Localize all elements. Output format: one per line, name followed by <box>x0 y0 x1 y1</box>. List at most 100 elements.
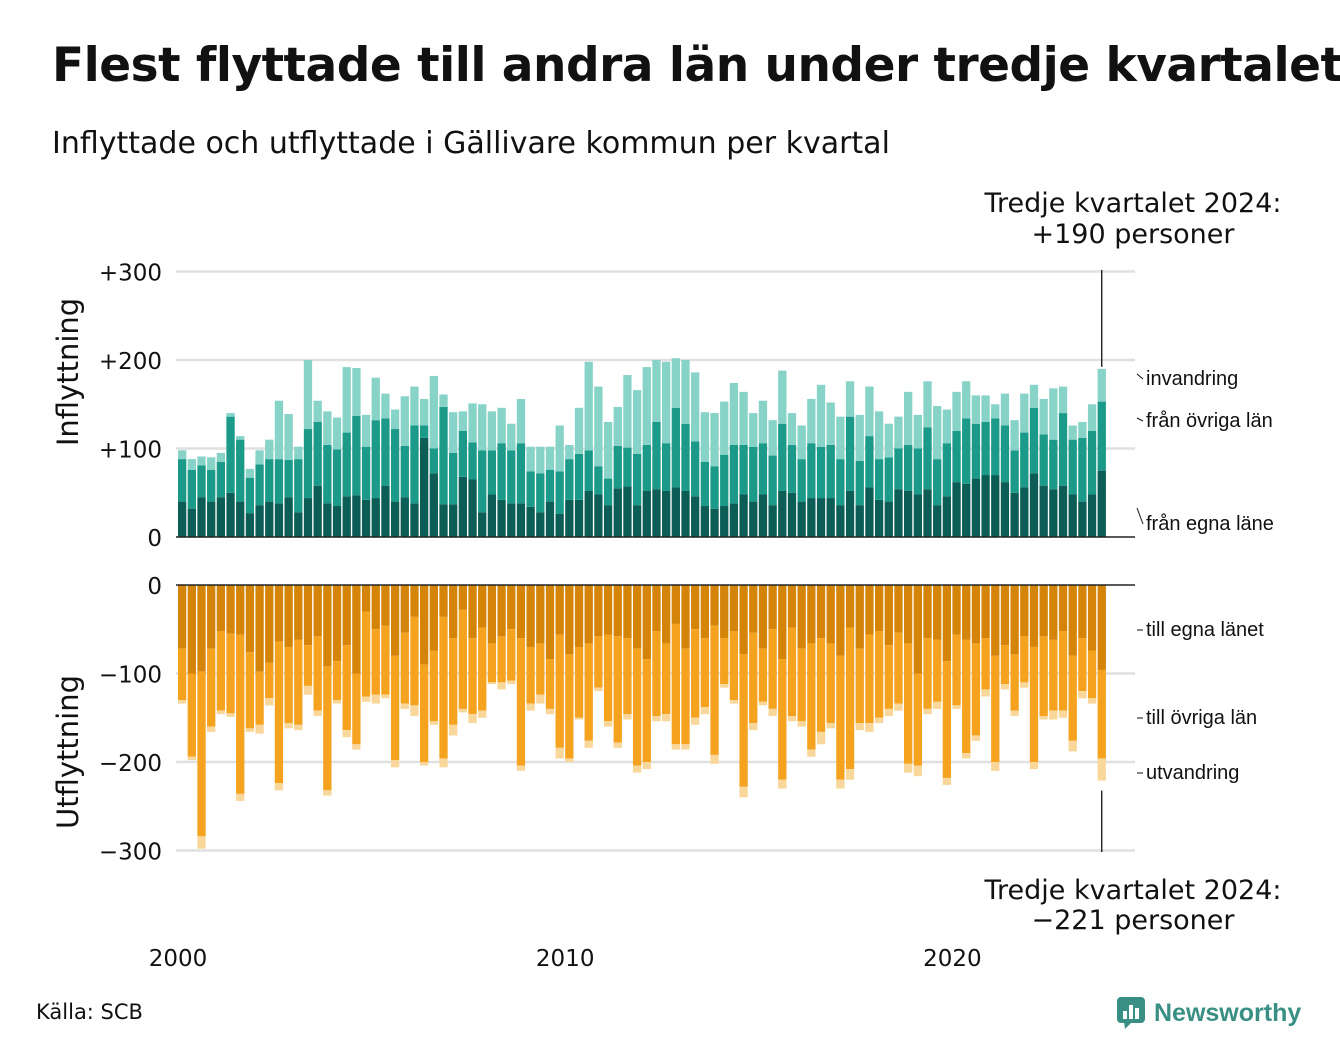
bar-out-3 <box>381 694 390 699</box>
bar-out-3 <box>536 694 545 704</box>
bar-out-2 <box>739 654 748 787</box>
bar-in-2 <box>1078 437 1087 502</box>
bar-out-2 <box>352 673 361 745</box>
bar-out-1 <box>797 585 806 649</box>
bar-out-1 <box>478 585 487 628</box>
bar-out-3 <box>284 723 293 729</box>
bar-in-1 <box>536 512 545 537</box>
bar-in-1 <box>1029 473 1039 537</box>
y-tick-label: −200 <box>99 751 162 777</box>
bar-in-1 <box>933 505 942 537</box>
bar-in-1 <box>255 505 264 537</box>
bar-in-3 <box>865 386 874 437</box>
bar-in-1 <box>352 495 361 537</box>
bar-out-1 <box>342 585 351 646</box>
bar-out-1 <box>1097 585 1106 670</box>
x-tick-label: 2000 <box>149 946 208 972</box>
bar-out-2 <box>197 671 206 837</box>
bar-out-3 <box>449 724 458 736</box>
bar-in-3 <box>420 398 429 426</box>
bar-in-3 <box>565 444 574 460</box>
bar-out-2 <box>487 643 497 683</box>
x-tick-label: 2010 <box>536 946 595 972</box>
annotation-top-line2: +190 personer <box>1031 219 1235 250</box>
bar-out-2 <box>855 648 864 724</box>
bar-out-3 <box>845 769 855 780</box>
bar-in-1 <box>487 494 497 537</box>
bar-out-1 <box>449 585 458 639</box>
bar-out-2 <box>991 655 1000 762</box>
bar-in-3 <box>787 413 797 445</box>
bar-out-2 <box>652 631 661 716</box>
labels: 0 +100 +200 +300 0 −100 −200 −300 Inflyttning Utf… <box>51 188 1281 972</box>
bar-out-1 <box>255 585 264 672</box>
bar-out-2 <box>361 611 371 697</box>
bar-in-1 <box>265 501 274 537</box>
bar-out-3 <box>1049 710 1058 720</box>
bar-in-2 <box>507 450 516 504</box>
bar-in-2 <box>1029 407 1039 474</box>
bar-in-2 <box>313 421 322 486</box>
bar-in-3 <box>236 436 245 440</box>
bar-in-3 <box>323 411 332 445</box>
bar-in-2 <box>574 453 584 500</box>
bar-out-1 <box>836 585 845 656</box>
bar-out-2 <box>265 662 274 699</box>
bar-in-3 <box>313 400 322 422</box>
annotation-top-line1: Tredje kvartalet 2024: <box>984 188 1282 219</box>
bar-in-2 <box>981 421 990 476</box>
bar-in-1 <box>749 501 758 537</box>
bar-out-1 <box>904 585 913 644</box>
bar-out-2 <box>826 643 835 724</box>
bar-out-3 <box>797 721 806 727</box>
bar-out-3 <box>778 779 787 789</box>
bar-in-2 <box>816 446 826 499</box>
bar-in-3 <box>410 386 419 426</box>
bar-in-1 <box>400 497 409 538</box>
bar-out-3 <box>991 762 1000 771</box>
bar-in-1 <box>1010 492 1019 537</box>
bar-in-1 <box>632 505 642 537</box>
bar-in-1 <box>458 476 468 537</box>
bar-in-3 <box>294 446 303 460</box>
bar-in-3 <box>933 406 942 460</box>
bar-out-3 <box>962 753 971 759</box>
bar-out-3 <box>952 705 961 709</box>
bar-out-3 <box>342 730 351 738</box>
bar-in-1 <box>1087 494 1097 537</box>
bar-in-3 <box>845 381 855 417</box>
bar-in-1 <box>758 494 768 537</box>
bar-in-1 <box>574 499 584 537</box>
bar-out-1 <box>729 585 739 632</box>
bar-out-2 <box>255 671 264 725</box>
bar-in-2 <box>691 441 700 497</box>
bar-in-1 <box>739 494 748 537</box>
bar-in-1 <box>768 505 777 537</box>
bar-in-1 <box>1000 482 1010 537</box>
bar-in-3 <box>749 413 758 447</box>
bar-in-1 <box>662 490 671 537</box>
bar-out-2 <box>962 639 971 754</box>
bar-in-3 <box>352 367 361 416</box>
bar-out-3 <box>642 762 651 770</box>
bar-out-1 <box>884 585 893 646</box>
bar-out-2 <box>371 629 380 695</box>
bar-out-1 <box>971 585 981 644</box>
bar-out-1 <box>700 585 710 639</box>
bar-out-3 <box>555 747 564 759</box>
bar-out-1 <box>352 585 361 674</box>
bar-out-1 <box>691 585 700 630</box>
bar-out-3 <box>216 710 226 715</box>
bar-out-3 <box>942 777 952 786</box>
bar-in-3 <box>923 381 932 428</box>
bar-out-2 <box>671 623 680 745</box>
bar-out-3 <box>623 714 632 720</box>
bar-out-1 <box>671 585 680 624</box>
bar-out-3 <box>323 790 332 796</box>
bar-out-2 <box>1039 636 1048 716</box>
bar-out-2 <box>1029 646 1039 762</box>
bar-in-1 <box>904 490 913 537</box>
bar-in-1 <box>816 498 826 537</box>
bar-in-2 <box>284 460 293 498</box>
newsworthy-logo[interactable]: Newsworthy <box>1116 995 1301 1031</box>
